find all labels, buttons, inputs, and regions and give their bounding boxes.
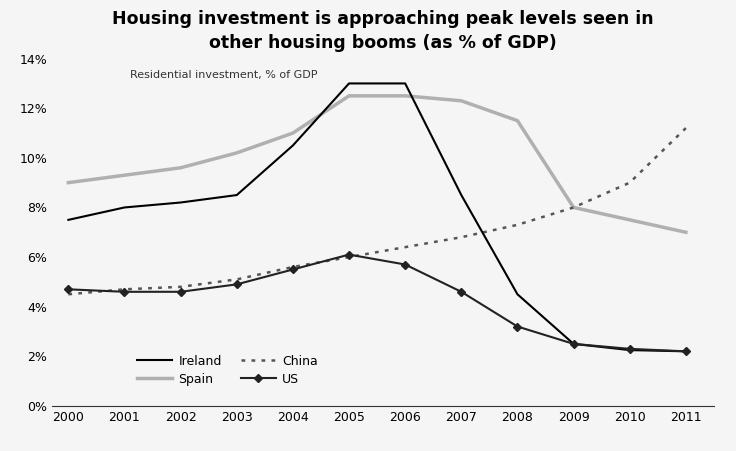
Ireland	[401, 81, 410, 86]
China	[120, 287, 129, 292]
Ireland	[569, 341, 578, 347]
Line: Ireland: Ireland	[68, 83, 686, 351]
China	[289, 264, 297, 270]
US	[233, 281, 241, 287]
Spain	[64, 180, 73, 185]
US	[626, 346, 634, 352]
China	[513, 222, 522, 228]
US	[513, 324, 522, 329]
US	[457, 289, 466, 295]
Spain	[176, 165, 185, 170]
Spain	[344, 93, 353, 99]
Line: China: China	[68, 128, 686, 295]
Text: Residential investment, % of GDP: Residential investment, % of GDP	[130, 70, 318, 80]
China	[401, 244, 410, 250]
China	[233, 277, 241, 282]
US	[569, 341, 578, 347]
US	[64, 287, 73, 292]
US	[120, 289, 129, 295]
Spain	[401, 93, 410, 99]
Legend: Ireland, Spain, China, US: Ireland, Spain, China, US	[137, 355, 318, 386]
Ireland	[64, 217, 73, 223]
Ireland	[626, 347, 634, 353]
US	[344, 252, 353, 257]
Spain	[233, 150, 241, 156]
Line: US: US	[66, 252, 689, 354]
US	[176, 289, 185, 295]
Ireland	[513, 292, 522, 297]
Spain	[569, 205, 578, 210]
Title: Housing investment is approaching peak levels seen in
other housing booms (as % : Housing investment is approaching peak l…	[112, 10, 654, 51]
US	[289, 267, 297, 272]
Spain	[120, 173, 129, 178]
Ireland	[289, 143, 297, 148]
Ireland	[457, 192, 466, 198]
China	[682, 125, 690, 131]
Spain	[682, 230, 690, 235]
Ireland	[120, 205, 129, 210]
China	[176, 284, 185, 290]
Spain	[513, 118, 522, 124]
Spain	[289, 130, 297, 136]
China	[344, 254, 353, 260]
Spain	[457, 98, 466, 104]
US	[401, 262, 410, 267]
China	[626, 180, 634, 185]
Spain	[626, 217, 634, 223]
China	[569, 205, 578, 210]
Ireland	[344, 81, 353, 86]
US	[682, 349, 690, 354]
Line: Spain: Spain	[68, 96, 686, 232]
Ireland	[176, 200, 185, 205]
Ireland	[233, 192, 241, 198]
China	[457, 235, 466, 240]
Ireland	[682, 349, 690, 354]
China	[64, 292, 73, 297]
